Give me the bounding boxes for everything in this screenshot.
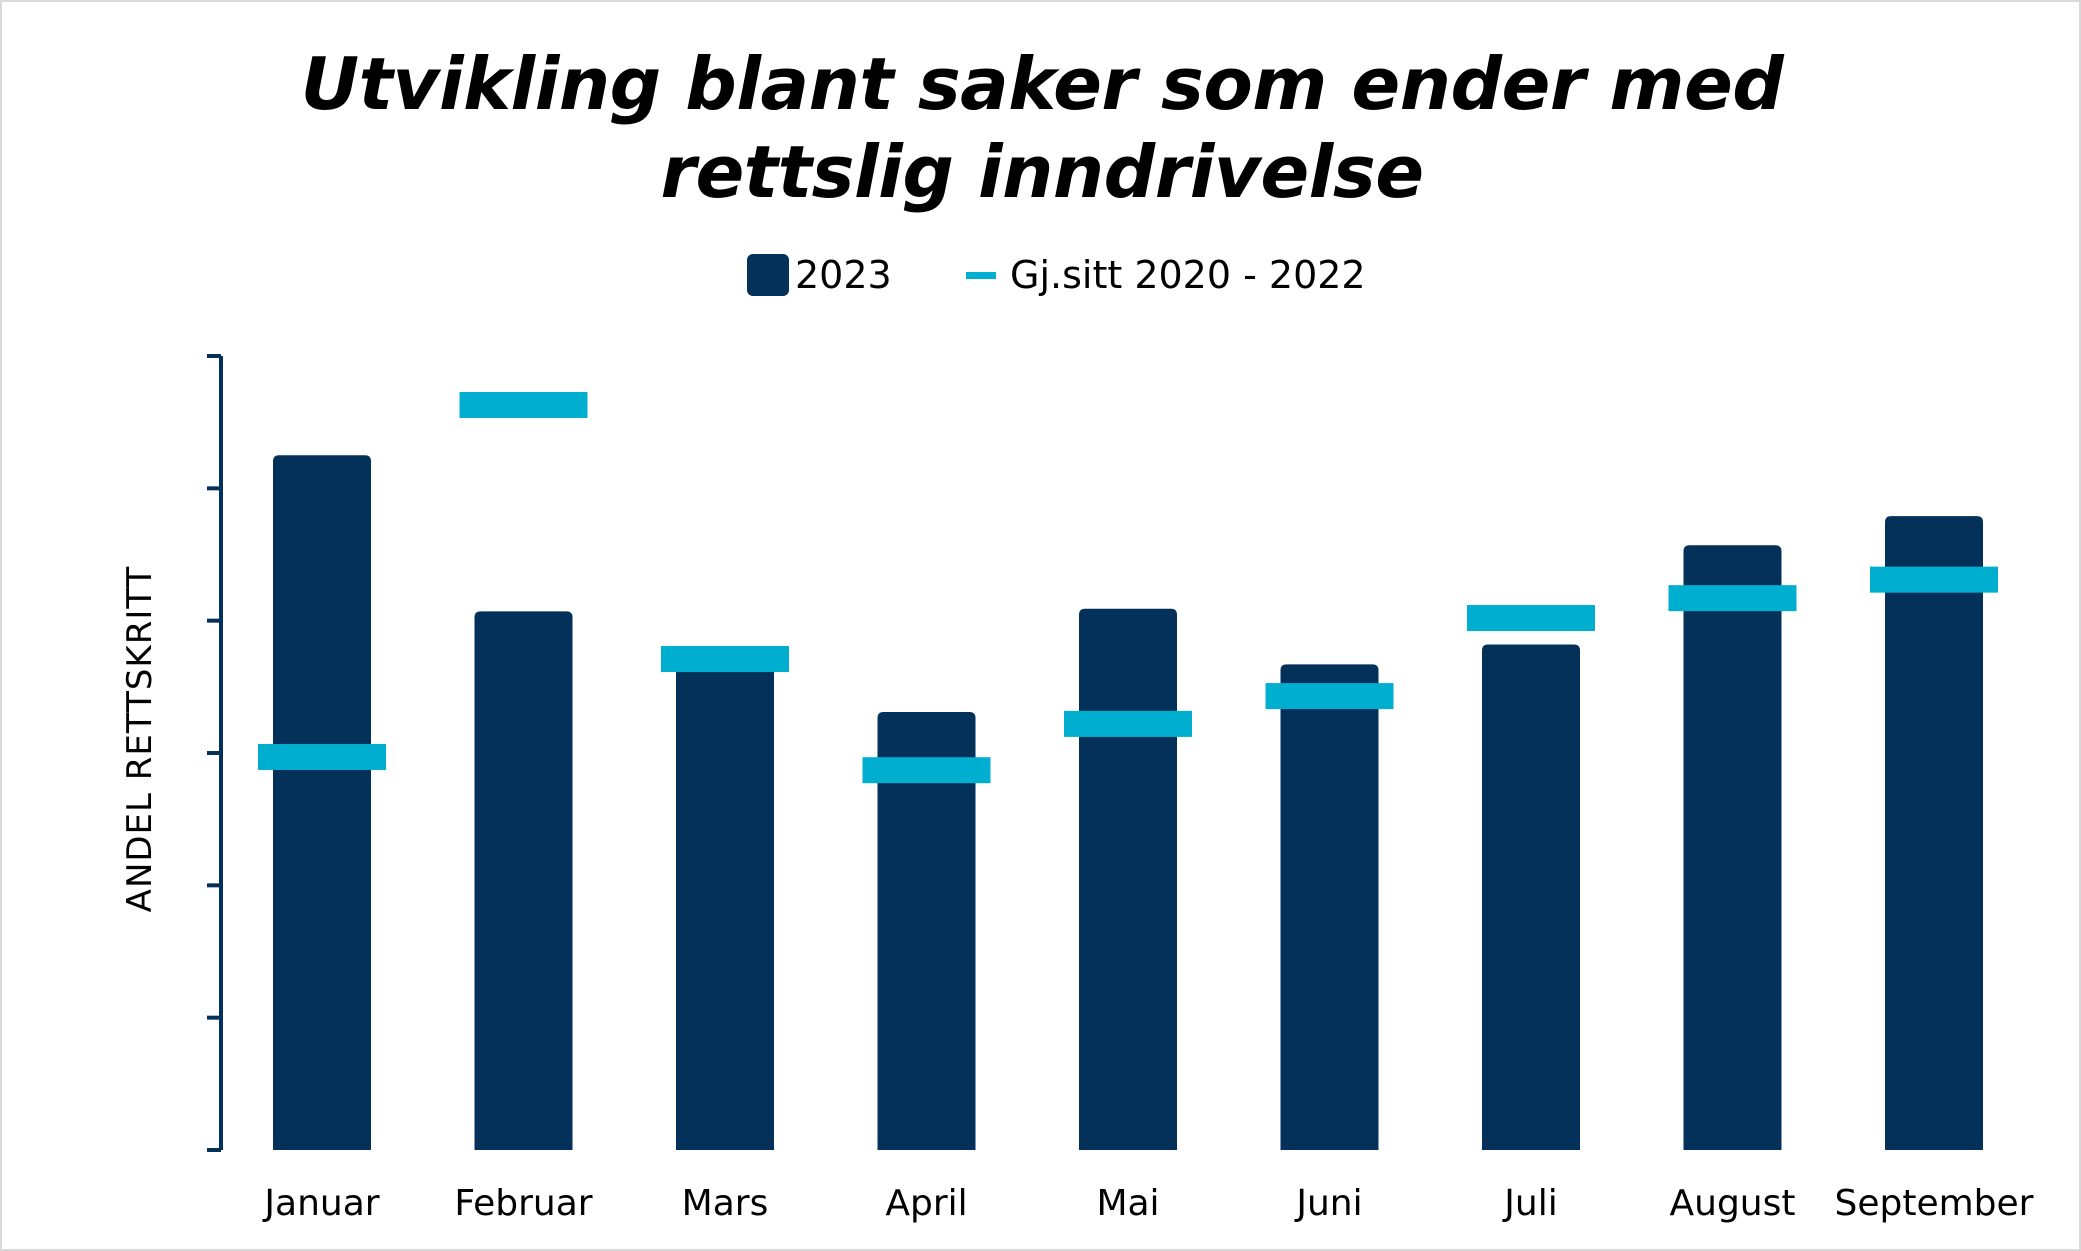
bar-2023-september	[1885, 516, 1983, 1150]
marker-average-juli	[1467, 605, 1595, 632]
bar-2023-juni	[1280, 664, 1379, 1150]
x-tick-label-januar: Januar	[262, 1183, 379, 1224]
x-tick-label-mars: Mars	[682, 1183, 769, 1224]
bar-2023-februar	[474, 611, 573, 1150]
marker-average-januar	[258, 743, 386, 770]
legend-label-2023: 2023	[795, 253, 892, 297]
marker-average-april	[862, 757, 991, 784]
marker-average-februar	[459, 391, 588, 418]
bar-2023-mai	[1079, 608, 1177, 1150]
legend-swatch-line-icon	[966, 271, 996, 279]
legend: 2023 Gj.sitt 2020 - 2022	[2, 250, 2081, 300]
bar-2023-januar	[273, 455, 371, 1150]
x-tick-label-september: September	[1835, 1183, 2034, 1224]
x-tick-label-august: August	[1670, 1183, 1796, 1224]
x-tick-label-juli: Juli	[1502, 1183, 1557, 1224]
bar-2023-august	[1683, 545, 1782, 1150]
legend-swatch-bar-icon	[747, 254, 789, 296]
chart-title: Utvikling blant saker som ender med rett…	[300, 42, 1784, 214]
legend-label-average: Gj.sitt 2020 - 2022	[1010, 253, 1366, 297]
legend-item-average: Gj.sitt 2020 - 2022	[966, 250, 1366, 300]
marker-average-juni	[1265, 683, 1394, 710]
legend-item-2023: 2023	[747, 250, 892, 300]
marker-average-september	[1870, 566, 1998, 593]
x-tick-label-april: April	[885, 1183, 967, 1224]
bar-2023-mars	[676, 660, 774, 1150]
bar-2023-april	[877, 711, 976, 1150]
x-tick-label-februar: Februar	[454, 1183, 592, 1224]
marker-average-mai	[1064, 710, 1192, 737]
x-tick-label-mai: Mai	[1096, 1183, 1159, 1224]
x-tick-label-juni: Juni	[1294, 1183, 1362, 1224]
bar-2023-juli	[1482, 644, 1580, 1150]
marker-average-mars	[661, 646, 789, 673]
marker-average-august	[1668, 585, 1797, 612]
